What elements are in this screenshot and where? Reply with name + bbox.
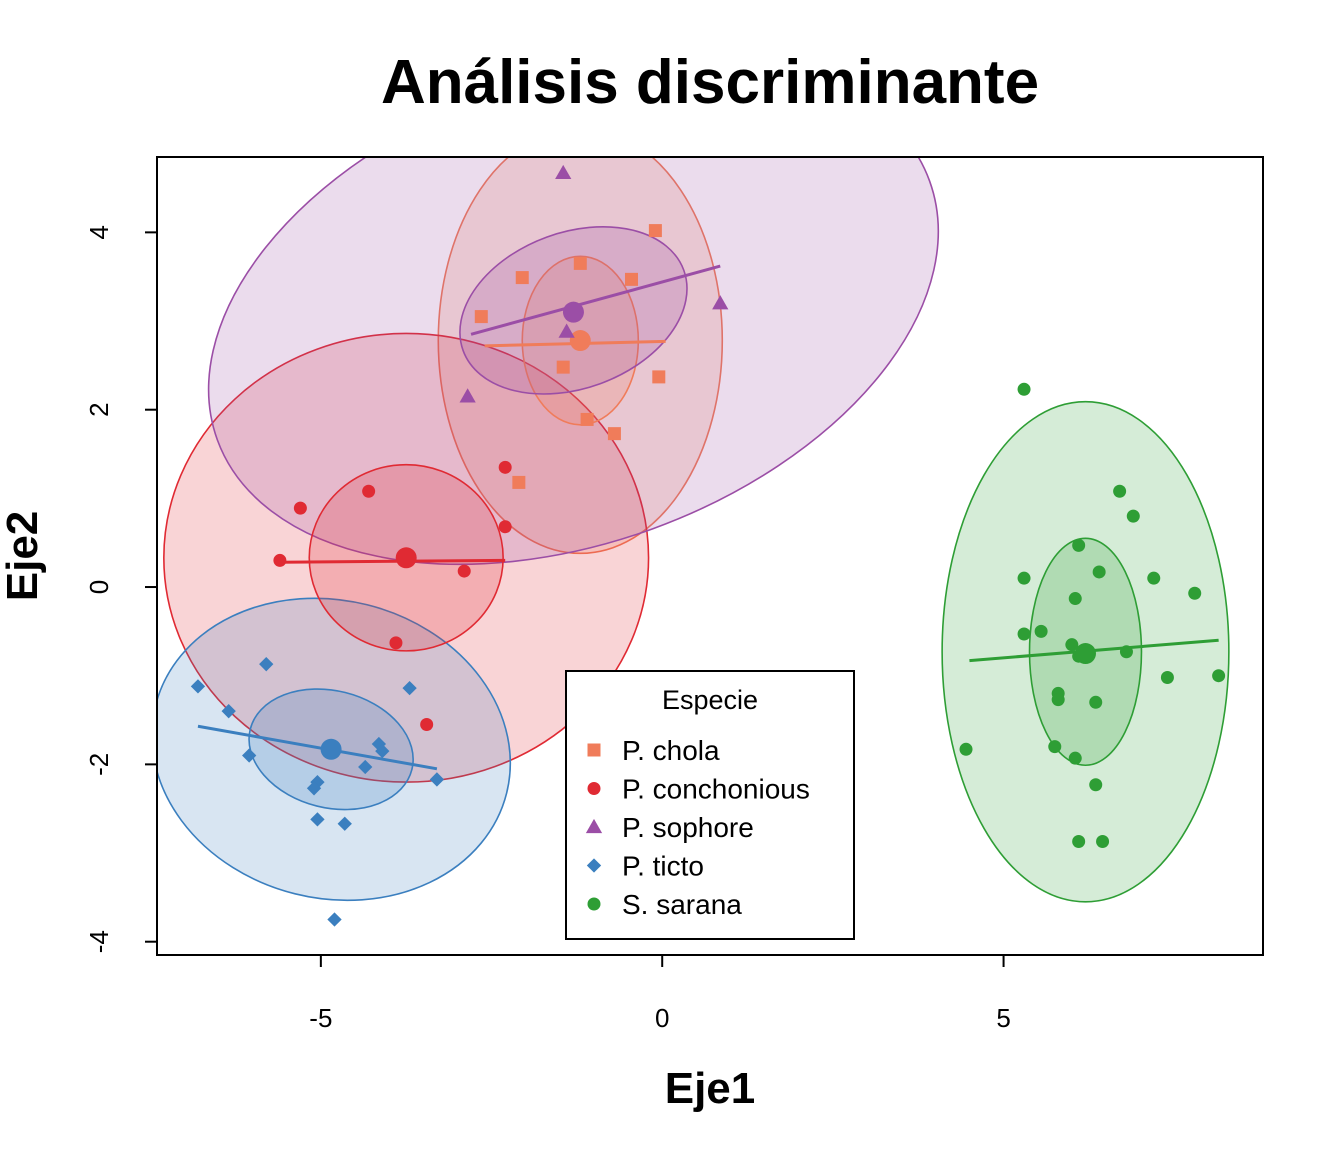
s-sarana-point xyxy=(1126,509,1140,523)
y-tick-label: -4 xyxy=(84,930,114,953)
s-sarana-point xyxy=(1212,669,1226,683)
s-sarana-point xyxy=(1089,778,1103,792)
plot-area xyxy=(157,157,1230,927)
legend-swatch-s-sarana xyxy=(587,897,601,911)
p-conchonious-centroid xyxy=(395,547,417,569)
p-conchonious-point xyxy=(457,564,471,578)
legend: Especie P. chola P. conchonious P. sophore… xyxy=(565,670,855,940)
s-sarana-point xyxy=(1017,627,1031,641)
legend-label-p-ticto: P. ticto xyxy=(622,851,704,882)
s-sarana-point xyxy=(1147,571,1161,585)
legend-label-p-conchonious: P. conchonious xyxy=(622,774,810,805)
s-sarana-point xyxy=(1188,586,1202,600)
legend-title: Especie xyxy=(662,685,758,715)
s-sarana-point xyxy=(1068,751,1082,765)
p-sophore-point xyxy=(558,323,575,338)
p-chola-point xyxy=(607,427,621,441)
s-sarana-point xyxy=(1160,670,1174,684)
s-sarana-point xyxy=(1048,740,1062,754)
s-sarana-point xyxy=(1068,592,1082,606)
x-axis-label: Eje1 xyxy=(665,1064,756,1113)
p-sophore-point xyxy=(459,388,476,403)
p-conchonious-point xyxy=(273,553,287,567)
s-sarana-point xyxy=(1017,571,1031,585)
p-ticto-point xyxy=(310,812,325,827)
p-chola-point xyxy=(580,412,594,426)
p-chola-point xyxy=(652,370,666,384)
legend-label-p-sophore: P. sophore xyxy=(622,812,754,843)
s-sarana-point xyxy=(1092,565,1106,579)
p-ticto-point xyxy=(259,657,274,672)
p-ticto-point xyxy=(337,816,352,831)
p-ticto-point xyxy=(306,781,322,796)
legend-swatch-p-ticto xyxy=(586,858,602,873)
s-sarana-point xyxy=(1034,624,1048,638)
p-chola-point xyxy=(512,475,526,489)
p-chola-point xyxy=(474,310,488,324)
p-ticto-point xyxy=(429,772,445,787)
p-ticto-point xyxy=(190,679,206,694)
p-conchonious-point xyxy=(362,484,376,498)
p-ticto-point xyxy=(242,748,257,763)
x-tick-label: 0 xyxy=(655,1003,669,1033)
s-sarana-point xyxy=(1113,484,1127,498)
p-ticto-point xyxy=(375,743,390,759)
p-ticto-point xyxy=(358,759,373,775)
p-ticto-centroid xyxy=(320,738,342,760)
y-tick-label: -2 xyxy=(84,753,114,776)
chart-title: Análisis discriminante xyxy=(381,48,1039,117)
p-conchonious-point xyxy=(498,520,512,534)
legend-swatch-p-sophore xyxy=(585,818,603,834)
legend-box xyxy=(565,670,855,940)
s-sarana-point xyxy=(1072,835,1086,849)
p-chola-centroid xyxy=(569,330,591,352)
p-sophore-fit-line xyxy=(470,264,721,336)
y-tick-label: 0 xyxy=(84,580,114,594)
s-sarana-point xyxy=(1017,382,1031,396)
s-sarana-point xyxy=(1072,538,1086,552)
p-chola-point xyxy=(515,271,529,285)
legend-label-s-sarana: S. sarana xyxy=(622,889,742,920)
y-axis-label: Eje2 xyxy=(0,511,47,602)
x-tick-label: 5 xyxy=(996,1003,1010,1033)
p-sophore-point xyxy=(555,164,572,180)
p-chola-point xyxy=(624,272,638,286)
p-conchonious-fit-line xyxy=(279,558,506,564)
x-axis: -5 0 5 xyxy=(309,955,1011,1033)
legend-swatch-p-chola xyxy=(587,743,601,757)
p-ticto-point xyxy=(221,704,236,719)
p-chola-point xyxy=(648,224,662,238)
p-chola-point xyxy=(556,360,570,374)
y-axis: -4 -2 0 2 4 xyxy=(84,225,157,953)
s-sarana-point xyxy=(959,742,973,756)
p-ticto-fit-line xyxy=(197,724,438,771)
s-sarana-point xyxy=(1096,835,1110,849)
s-sarana-point xyxy=(1089,695,1103,709)
p-chola-point xyxy=(573,256,587,270)
legend-label-p-chola: P. chola xyxy=(622,735,720,766)
p-ticto-point xyxy=(402,680,417,696)
legend-swatch-p-conchonious xyxy=(587,782,601,795)
p-sophore-centroid xyxy=(562,301,584,323)
p-conchonious-point xyxy=(389,636,403,650)
s-sarana-centroid xyxy=(1074,643,1096,665)
y-tick-label: 2 xyxy=(84,402,114,416)
p-sophore-point xyxy=(712,295,729,310)
s-sarana-point xyxy=(1051,693,1065,707)
y-tick-label: 4 xyxy=(84,225,114,239)
p-ticto-point xyxy=(327,912,342,927)
p-conchonious-point xyxy=(498,460,512,474)
s-sarana-point xyxy=(1065,638,1079,652)
s-sarana-point xyxy=(1119,645,1133,659)
plot-frame xyxy=(156,156,1264,956)
p-conchonious-point xyxy=(420,717,434,731)
p-conchonious-point xyxy=(293,501,307,515)
x-tick-label: -5 xyxy=(309,1003,332,1033)
